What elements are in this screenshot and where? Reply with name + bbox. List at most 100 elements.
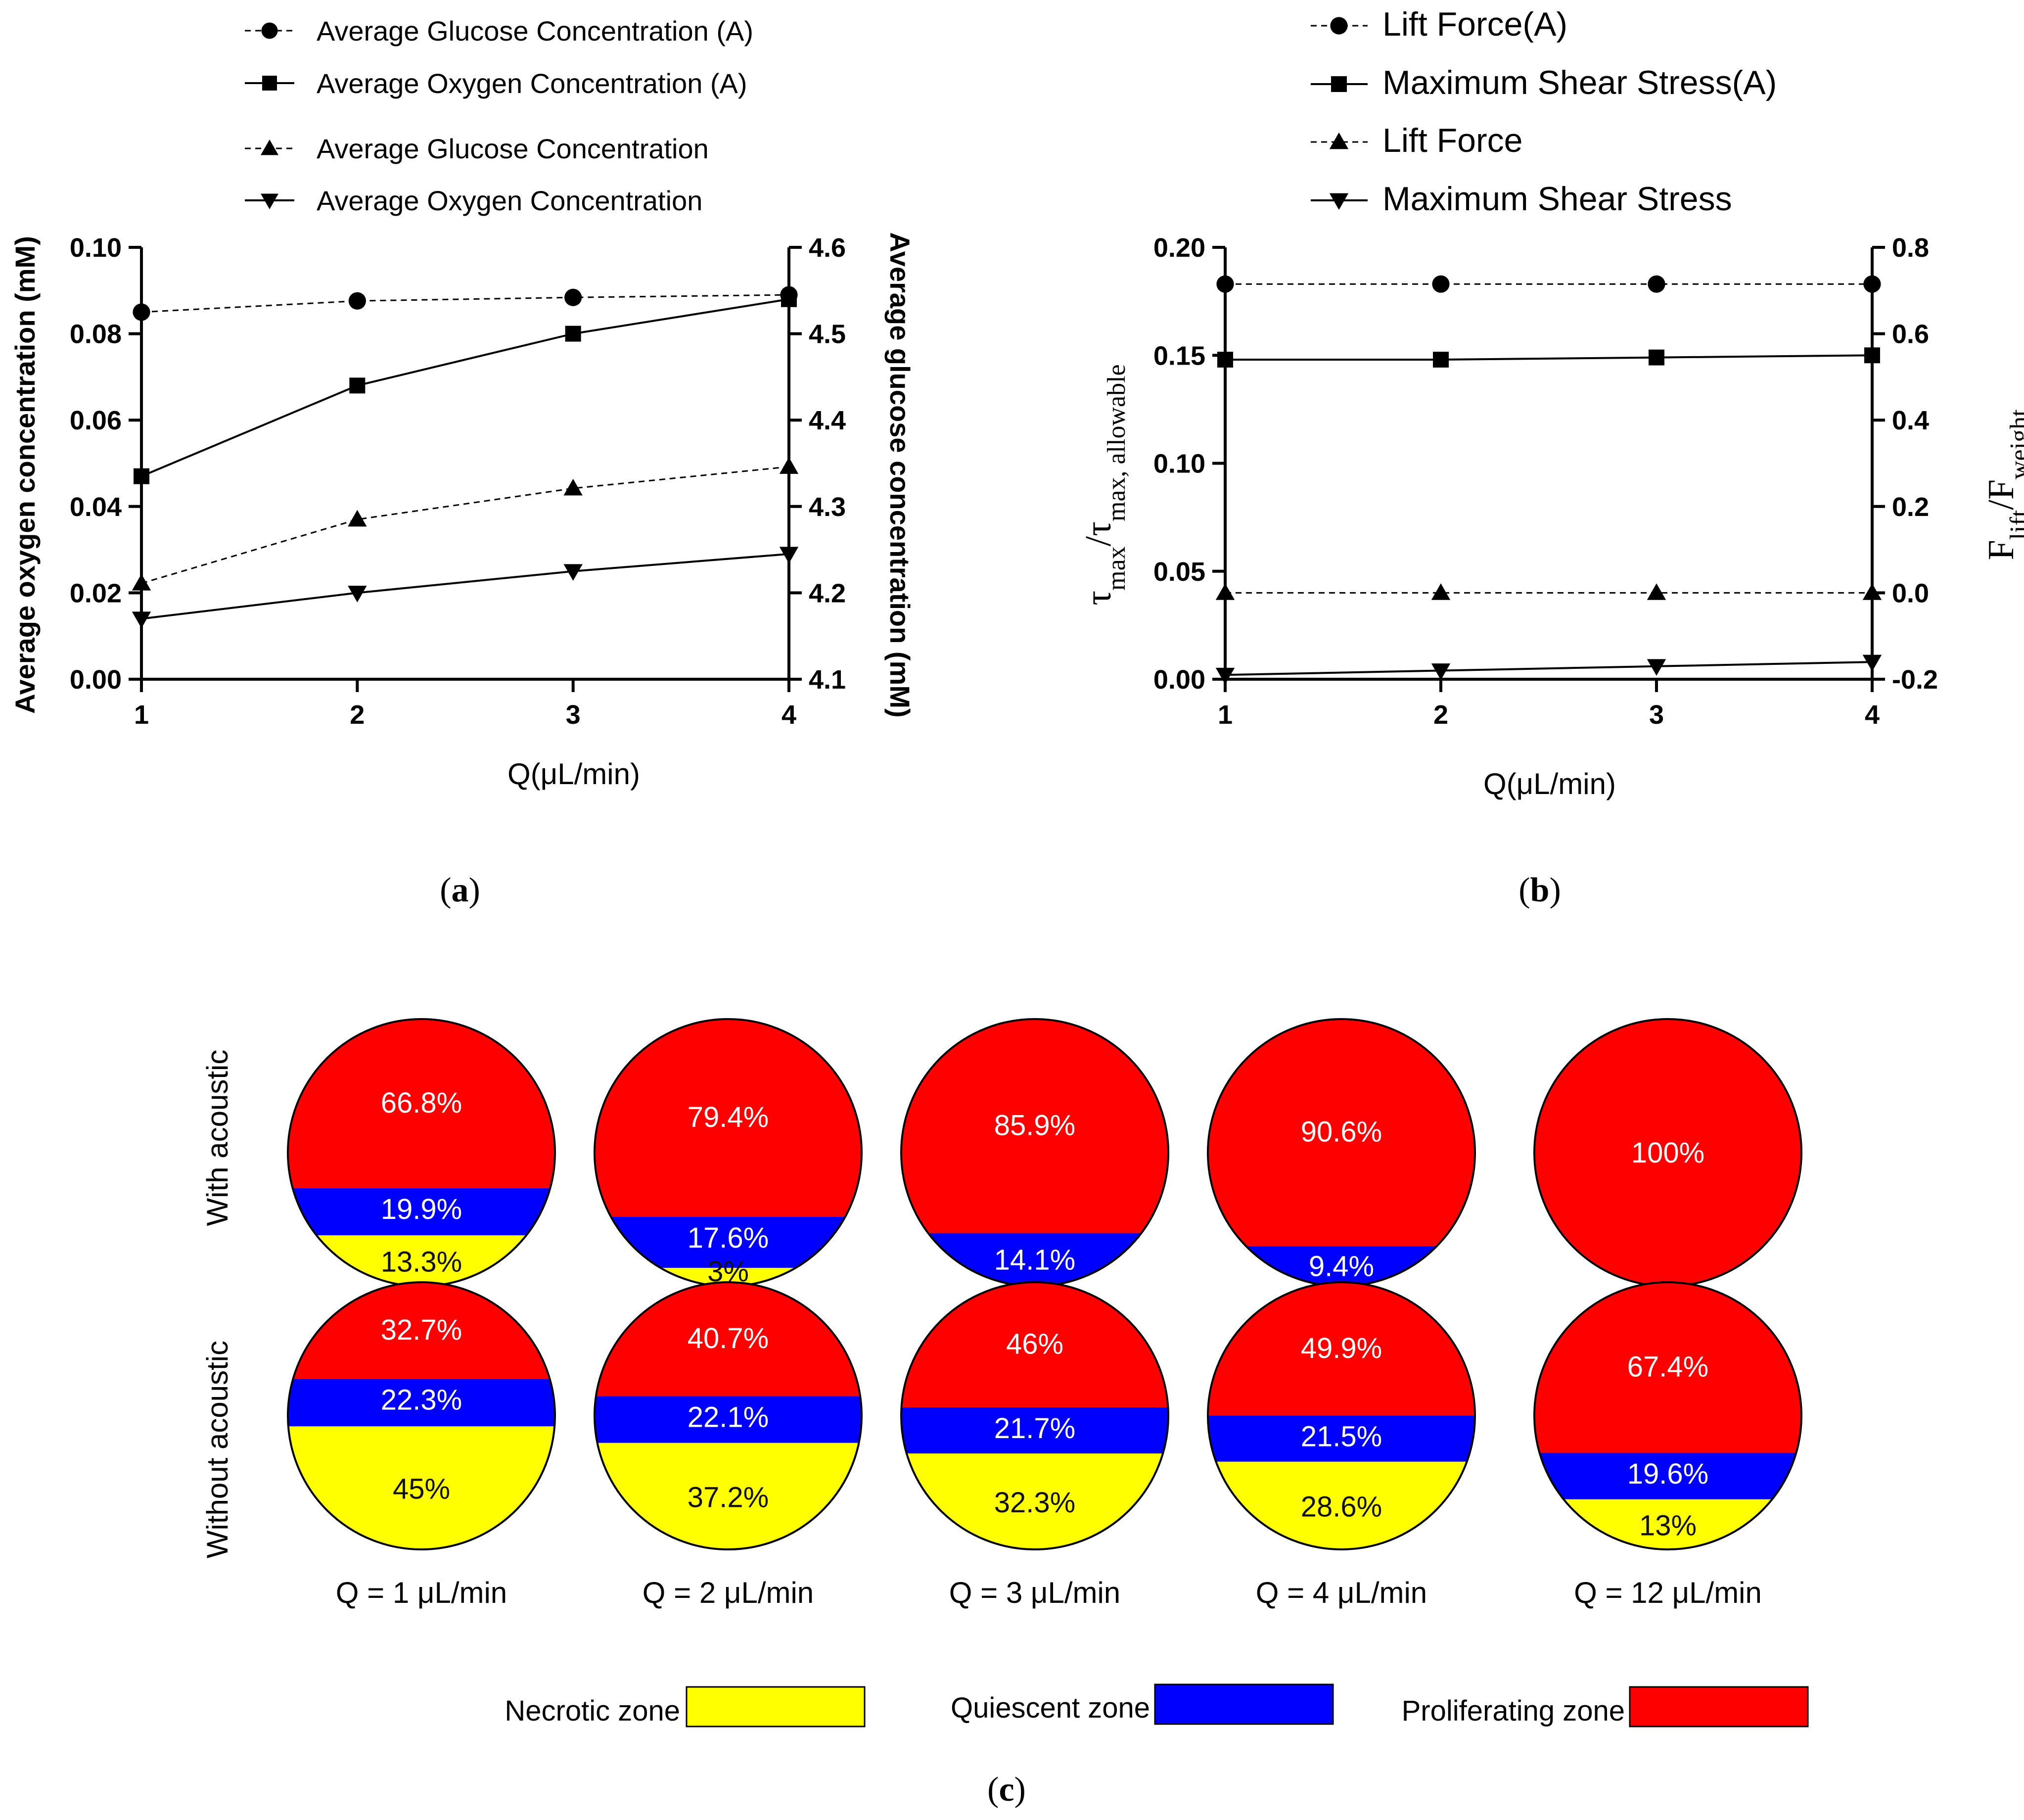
quiescent-percent: 19.6% (1627, 1458, 1708, 1490)
spheroid-outline (900, 1281, 1169, 1550)
chart-a-series-line-1 (141, 294, 789, 313)
column-label: Q = 1 μL/min (336, 1576, 507, 1609)
column-labels: Q = 1 μL/min Q = 2 μL/min Q = 3 μL/min Q = … (336, 1576, 1762, 1609)
chart-a-series-4-point (563, 564, 583, 581)
chart-b-x-tick-label: 2 (1433, 700, 1448, 730)
chart-a-series-4-point (132, 611, 151, 628)
row-label-without-acoustic: Without acoustic (201, 1341, 234, 1558)
chart-a-series-2-point (349, 377, 366, 394)
chart-a-legend-marker-4 (261, 193, 278, 209)
chart-a-legend-marker-1 (261, 22, 278, 39)
chart-b-y2-tick-label: 0.0 (1892, 578, 1929, 608)
legend-proliferating-label: Proliferating zone (1402, 1695, 1625, 1727)
spheroid: 100% (1533, 1018, 1802, 1287)
chart-a-series-4-point (779, 547, 799, 564)
proliferating-percent: 66.8% (381, 1087, 462, 1119)
chart-a: Q(μL/min) Average oxygen concentration (… (9, 15, 916, 791)
column-label: Q = 3 μL/min (949, 1576, 1120, 1609)
chart-b-legend-label-3: Lift Force (1382, 122, 1522, 159)
legend-necrotic-label: Necrotic zone (505, 1695, 680, 1727)
chart-b-y2-tick-label: 0.6 (1892, 320, 1929, 349)
spheroid-grid: 66.8%19.9%13.3%79.4%17.6%3%85.9%14.1% 90.… (287, 1018, 1802, 1550)
chart-a-series-3-point (563, 478, 583, 496)
quiescent-percent: 14.1% (994, 1244, 1075, 1276)
chart-a-legend-marker-2 (262, 76, 277, 91)
proliferating-zone (1208, 1019, 1475, 1286)
spheroid: 79.4%17.6%3% (594, 1018, 863, 1288)
zone-legend: Necrotic zone Quiescent zone Proliferati… (505, 1683, 1809, 1727)
spheroid: 46% 21.7% 32.3% (900, 1281, 1169, 1550)
chart-b-legend-label-2: Maximum Shear Stress(A) (1382, 64, 1777, 101)
chart-b-y-tick-label: 0.20 (1153, 233, 1205, 263)
spheroid-outline (1207, 1281, 1476, 1550)
chart-b-series-4-point (1862, 654, 1882, 672)
chart-a-series-1-point (133, 303, 150, 321)
chart-a-legend-label-3: Average Glucose Concentration (317, 133, 709, 164)
necrotic-percent: 28.6% (1301, 1491, 1382, 1523)
chart-b-x-tick-label: 4 (1865, 700, 1880, 730)
spheroid-outline (594, 1281, 863, 1550)
chart-b-series-2-point (1433, 351, 1449, 368)
chart-b-ylabel-sub2: max, allowable (1103, 364, 1131, 521)
chart-b-y2-tick-label: 0.4 (1892, 406, 1929, 435)
quiescent-percent: 9.4% (1309, 1251, 1374, 1283)
proliferating-zone (901, 1019, 1168, 1286)
chart-b-ylabel-tau2: /τ (1078, 521, 1119, 546)
chart-b-y-tick-label: 0.10 (1153, 449, 1205, 479)
chart-b-legend-marker-2 (1331, 76, 1347, 92)
proliferating-percent: 32.7% (381, 1314, 462, 1346)
chart-b-series-3-point (1431, 583, 1451, 600)
chart-b-series-4-point (1215, 667, 1235, 685)
spheroid: 85.9% 14.1% (900, 1018, 1169, 1287)
chart-a-y-tick-label: 0.04 (70, 492, 122, 522)
panel-label-c-letter: c (999, 1771, 1014, 1809)
column-label: Q = 12 μL/min (1574, 1576, 1762, 1609)
proliferating-percent: 67.4% (1627, 1351, 1708, 1383)
panel-label-b-letter: b (1530, 871, 1550, 909)
chart-a-series-4-point (348, 586, 367, 603)
chart-b-series-line-4 (1225, 661, 1873, 676)
chart-b-legend-marker-3 (1329, 132, 1349, 149)
chart-a-series-line-4 (141, 553, 789, 620)
chart-b-series-3-point (1215, 583, 1235, 600)
chart-b-ylabel-tau: τ (1078, 591, 1119, 606)
spheroid: 66.8% 19.9% 13.3% (287, 1018, 556, 1287)
necrotic-percent: 13.3% (381, 1246, 462, 1278)
quiescent-percent: 22.1% (688, 1401, 769, 1433)
spheroid: 49.9% 21.5% 28.6% (1207, 1281, 1476, 1550)
chart-a-legend-label-2: Average Oxygen Concentration (A) (317, 68, 747, 99)
chart-b-xlabel: Q(μL/min) (1483, 767, 1616, 800)
chart-b: Q(μL/min) τmax/τmax, allowable Flift/Fwe… (1078, 5, 2024, 800)
chart-a-x-tick-label: 2 (350, 700, 365, 730)
chart-a-series-3-point (779, 457, 799, 474)
chart-b-series-1-point (1432, 275, 1450, 293)
chart-b-y-tick-label: 0.05 (1153, 557, 1205, 587)
proliferating-percent: 46% (1006, 1328, 1063, 1360)
quiescent-percent: 21.7% (994, 1412, 1075, 1445)
legend-quiescent-swatch (1154, 1683, 1334, 1725)
chart-b-y2label-sub2: weight (2005, 409, 2024, 479)
chart-b-y2-tick-label: 0.8 (1892, 233, 1929, 263)
chart-a-ylabel: Average oxygen concentration (mM) (9, 236, 41, 714)
chart-a-y2label: Average glucose concentration (mM) (884, 232, 916, 717)
proliferating-percent: 90.6% (1301, 1116, 1382, 1148)
chart-a-y-tick-label: 0.10 (70, 233, 122, 263)
spheroid: 32.7% 22.3% 45% (287, 1281, 556, 1550)
chart-a-y2-tick-label: 4.2 (809, 578, 846, 608)
necrotic-percent: 32.3% (994, 1487, 1075, 1519)
panel-label-a-letter: a (452, 871, 469, 909)
chart-a-series-2-point (565, 326, 581, 342)
column-label: Q = 2 μL/min (643, 1576, 814, 1609)
chart-a-y-tick-label: 0.02 (70, 578, 122, 608)
chart-b-y2label-f: F (1981, 540, 2022, 560)
chart-b-series-4-point (1647, 659, 1666, 676)
chart-a-y2-tick-label: 4.3 (809, 492, 846, 522)
panel-label-a: (a) (440, 871, 480, 909)
chart-a-series-2-point (781, 291, 797, 307)
chart-a-series-3-point (132, 573, 151, 591)
proliferating-percent: 100% (1631, 1137, 1704, 1169)
chart-b-y2-tick-label: 0.2 (1892, 492, 1929, 522)
proliferating-percent: 40.7% (688, 1322, 769, 1354)
chart-a-y-tick-label: 0.08 (70, 320, 122, 349)
